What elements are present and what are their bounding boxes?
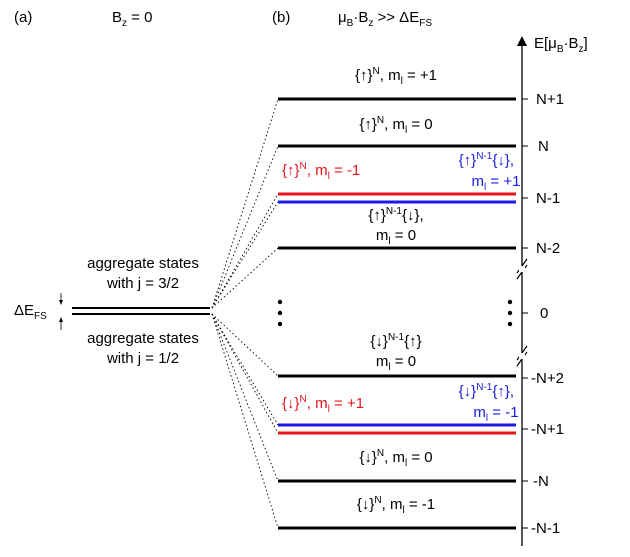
tick-label-minus-n-minus-1: -N-1 (531, 520, 560, 537)
state-down-n-ml-0: {↓}N, ml = 0 (359, 448, 432, 469)
state-down-n-ml-minus1: {↓}N, ml = -1 (357, 495, 435, 516)
tick-label-n: N (538, 138, 549, 155)
panel-b-condition: μB·Bz >> ΔEFS (338, 9, 432, 29)
axis-break-upper-gap (519, 266, 525, 272)
state-up-n-1-down-ml-0-line2: ml = 0 (376, 227, 416, 247)
state-down-n-1-up-line1-blue: {↓}N-1{↑}, (459, 382, 514, 400)
fine-structure-splitting-label: ΔEFS (14, 302, 47, 322)
tick-label-minus-n-plus-2: -N+2 (531, 370, 564, 387)
state-up-n-1-down-ml-0-line1: {↑}N-1{↓}, (368, 206, 423, 224)
state-up-n-ml-minus1-red: {↑}N, ml = -1 (282, 161, 360, 182)
tick-label-n-minus-2: N-2 (536, 240, 560, 257)
upper-aggregate-label-line1: aggregate states (87, 255, 199, 272)
splitting-arrowhead-up-icon (59, 317, 63, 322)
state-down-n-1-up-line2-blue: ml = -1 (473, 404, 518, 424)
panel-a-condition: Bz = 0 (112, 9, 152, 29)
panel-b-label: (b) (272, 9, 290, 26)
state-down-n-1-up-ml-0-line1: {↓}N-1{↑} (370, 332, 421, 350)
state-up-n-ml-plus1: {↑}N, ml = +1 (355, 66, 437, 87)
tick-label-n-minus-1: N-1 (536, 190, 560, 207)
upper-aggregate-label-line2: with j = 3/2 (106, 275, 179, 292)
tick-label-zero: 0 (540, 305, 548, 322)
lower-aggregate-label-line2: with j = 1/2 (106, 350, 179, 367)
ellipsis-left-icon (277, 299, 283, 327)
lower-aggregate-label-line1: aggregate states (87, 330, 199, 347)
axis-arrowhead-icon (517, 36, 527, 46)
panel-a-label: (a) (14, 9, 32, 26)
tick-label-n-plus-1: N+1 (536, 91, 564, 108)
tick-label-minus-n: -N (533, 473, 549, 490)
state-up-n-ml-0: {↑}N, ml = 0 (359, 115, 432, 136)
axis-ticks (522, 98, 528, 529)
tick-label-minus-n-plus-1: -N+1 (531, 421, 564, 438)
state-up-n-1-down-line2-blue: ml = +1 (472, 173, 521, 193)
state-down-n-1-up-ml-0-line2: ml = 0 (376, 353, 416, 373)
ellipsis-right-icon (507, 299, 513, 327)
state-down-n-ml-plus1-red: {↓}N, ml = +1 (282, 394, 364, 415)
splitting-arrowhead-down-icon (59, 300, 63, 305)
axis-break-lower-gap (519, 353, 525, 359)
state-up-n-1-down-line1-blue: {↑}N-1{↓}, (459, 151, 514, 169)
connector-lines (211, 98, 279, 529)
axis-label: E[μB·Bz] (534, 35, 588, 55)
